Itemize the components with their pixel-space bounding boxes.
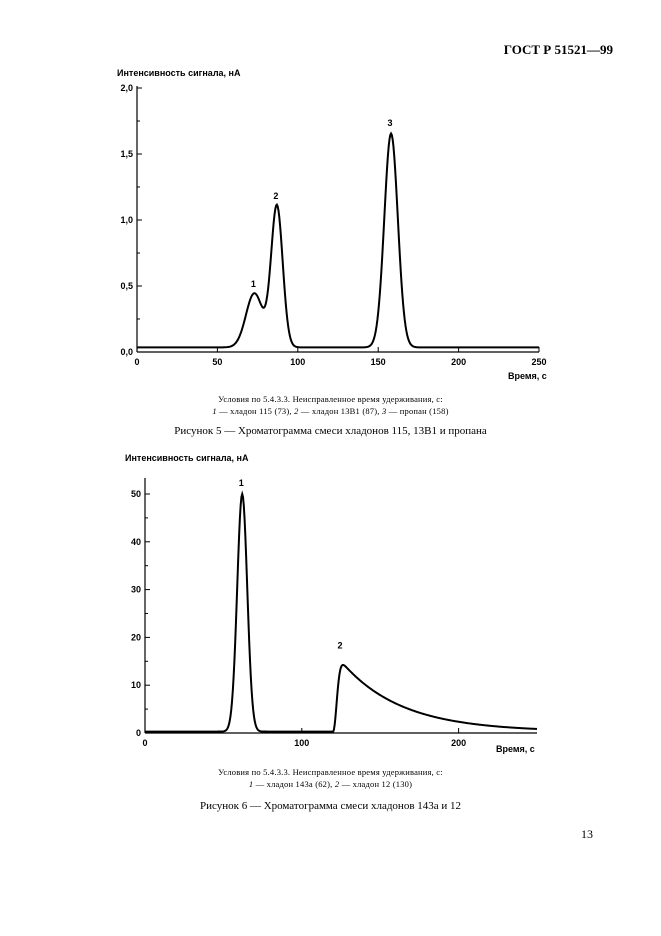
- f6-y-tick-label: 50: [131, 489, 141, 499]
- fig5-cond-text-2: — хладон 13В1 (87),: [298, 406, 382, 416]
- f6-y-tick-label: 40: [131, 537, 141, 547]
- fig6-y-axis-label: Интенсивность сигнала, нА: [125, 453, 249, 463]
- fig5-caption: Рисунок 5 — Хроматограмма смеси хладонов…: [174, 425, 487, 437]
- fig6-conditions: Условия по 5.4.3.3. Неисправленное время…: [0, 766, 661, 790]
- fig6-cond-text-1: — хладон 143а (62),: [253, 779, 335, 789]
- f6-x-tick-label: 200: [451, 738, 466, 748]
- f5-y-tick-label: 0,5: [120, 281, 133, 291]
- fig5-cond-text-3: — пропан (158): [386, 406, 449, 416]
- document-header: ГОСТ Р 51521—99: [503, 42, 613, 57]
- fig5-conditions: Условия по 5.4.3.3. Неисправленное время…: [0, 393, 661, 417]
- f5-x-tick-label: 100: [290, 357, 305, 367]
- f5-y-tick-label: 1,0: [120, 215, 133, 225]
- fig5-x-axis-label: Время, с: [508, 371, 547, 381]
- fig5-cond-num-1: 1: [212, 406, 217, 416]
- f5-y-tick-label: 2,0: [120, 83, 133, 93]
- fig6-conditions-line2: 1 — хладон 143а (62), 2 — хладон 12 (130…: [0, 778, 661, 790]
- fig6-x-axis-label: Время, с: [496, 744, 535, 754]
- f5-peak-label: 2: [273, 191, 278, 201]
- page-number: 13: [581, 827, 593, 841]
- f5-x-tick-label: 250: [531, 357, 546, 367]
- f6-y-tick-label: 0: [136, 728, 141, 738]
- f6-x-tick-label: 100: [294, 738, 309, 748]
- fig5-cond-text-1: — хладон 115 (73),: [216, 406, 295, 416]
- f6-y-tick-label: 10: [131, 680, 141, 690]
- fig5-cond-num-3: 3: [381, 406, 387, 416]
- f6-peak-label: 1: [239, 478, 244, 488]
- f5-x-tick-label: 50: [212, 357, 222, 367]
- fig5-chromatogram-line: [137, 131, 539, 349]
- f6-y-tick-label: 30: [131, 585, 141, 595]
- fig5-conditions-line1: Условия по 5.4.3.3. Неисправленное время…: [218, 394, 443, 404]
- fig6-cond-num-1: 1: [248, 779, 254, 789]
- fig5-y-axis-label: Интенсивность сигнала, нА: [117, 68, 241, 78]
- fig6-cond-text-2: — хладон 12 (130): [339, 779, 413, 789]
- f5-peak-label: 3: [388, 118, 393, 128]
- f5-peak-label: 1: [251, 279, 256, 289]
- f6-x-tick-label: 0: [142, 738, 147, 748]
- fig6-cond-num-2: 2: [334, 779, 340, 789]
- f5-y-tick-label: 0,0: [120, 347, 133, 357]
- f5-x-tick-label: 0: [134, 357, 139, 367]
- f6-peak-label: 2: [337, 641, 342, 651]
- f6-y-tick-label: 20: [131, 632, 141, 642]
- fig6-caption: Рисунок 6 — Хроматограмма смеси хладонов…: [199, 800, 462, 812]
- f5-x-tick-label: 200: [451, 357, 466, 367]
- figure-6-chart: Интенсивность сигнала, нА 0 10 20 30 40 50 0 10…: [125, 453, 538, 754]
- fig6-conditions-line1: Условия по 5.4.3.3. Неисправленное время…: [218, 767, 443, 777]
- fig5-cond-num-2: 2: [294, 406, 299, 416]
- f5-y-tick-label: 1,5: [120, 149, 133, 159]
- fig5-conditions-line2: 1 — хладон 115 (73), 2 — хладон 13В1 (87…: [0, 405, 661, 417]
- figure-5-chart: Интенсивность сигнала, нА 0,0 0,5 1,0 1,5 2,…: [117, 68, 547, 381]
- fig6-chromatogram-line: [145, 490, 538, 733]
- f5-x-tick-label: 150: [371, 357, 386, 367]
